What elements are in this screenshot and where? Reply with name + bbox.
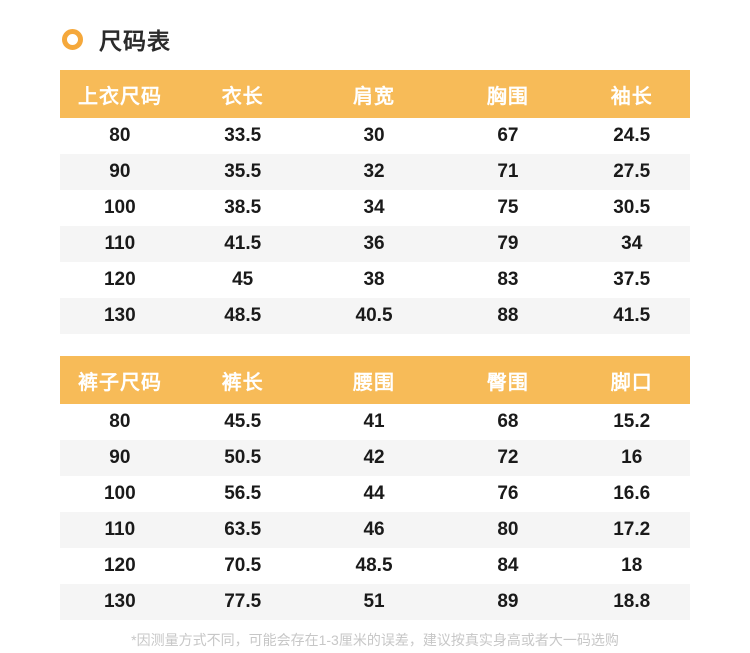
table-cell: 42: [363, 447, 385, 468]
column-header: 胸围: [442, 70, 574, 118]
table-cell: 41.5: [613, 305, 651, 326]
table-cell: 89: [497, 591, 519, 612]
table-row: 80 45.5 41 68 15.2: [60, 404, 690, 440]
table-cell: 48.5: [355, 555, 393, 576]
table-cell: 37.5: [613, 269, 651, 290]
table-cell: 34: [621, 233, 643, 254]
table-row: 120 70.5 48.5 84 18: [60, 548, 690, 584]
table-cell: 75: [497, 197, 519, 218]
column-header: 裤长: [179, 356, 306, 404]
table-cell: 80: [109, 411, 131, 432]
table-cell: 30: [363, 125, 385, 146]
table-cell: 130: [103, 305, 136, 326]
table-cell: 51: [363, 591, 385, 612]
table-cell: 120: [103, 555, 136, 576]
table-cell: 45.5: [224, 411, 262, 432]
table-cell: 15.2: [613, 411, 651, 432]
table-cell: 16: [621, 447, 643, 468]
table-cell: 17.2: [613, 519, 651, 540]
table-cell: 90: [109, 447, 131, 468]
table-cell: 56.5: [224, 483, 262, 504]
table-cell: 48.5: [224, 305, 262, 326]
table-cell: 71: [497, 161, 519, 182]
table-cell: 38: [363, 269, 385, 290]
section-header: 尺码表: [62, 26, 690, 54]
table-row: 90 35.5 32 71 27.5: [60, 154, 690, 190]
table-row: 130 77.5 51 89 18.8: [60, 584, 690, 620]
table-cell: 38.5: [224, 197, 262, 218]
table-cell: 90: [109, 161, 131, 182]
table-cell: 88: [497, 305, 519, 326]
table-cell: 41.5: [224, 233, 262, 254]
column-header: 脚口: [573, 356, 690, 404]
table-cell: 110: [104, 233, 136, 254]
column-header: 肩宽: [305, 70, 443, 118]
table-cell: 63.5: [224, 519, 262, 540]
column-header: 上衣尺码: [60, 70, 180, 118]
table-cell: 41: [363, 411, 385, 432]
table-cell: 24.5: [613, 125, 651, 146]
column-header: 腰围: [305, 356, 443, 404]
table-cell: 79: [497, 233, 519, 254]
table-row: 110 63.5 46 80 17.2: [60, 512, 690, 548]
table-cell: 35.5: [224, 161, 262, 182]
table-cell: 46: [363, 519, 385, 540]
table-cell: 18.8: [613, 591, 651, 612]
table-cell: 84: [497, 555, 519, 576]
table-cell: 27.5: [613, 161, 651, 182]
table-cell: 80: [497, 519, 519, 540]
header-row: 上衣尺码 衣长 肩宽 胸围 袖长: [60, 70, 690, 118]
table-row: 90 50.5 42 72 16: [60, 440, 690, 476]
table-cell: 77.5: [224, 591, 262, 612]
table-cell: 100: [103, 197, 136, 218]
table-cell: 50.5: [224, 447, 262, 468]
table-row: 80 33.5 30 67 24.5: [60, 118, 690, 154]
table-cell: 45: [232, 269, 254, 290]
table-cell: 80: [109, 125, 131, 146]
table-cell: 76: [497, 483, 519, 504]
table-cell: 100: [103, 483, 136, 504]
header-row: 裤子尺码 裤长 腰围 臀围 脚口: [60, 356, 690, 404]
table-cell: 32: [363, 161, 385, 182]
column-header: 臀围: [442, 356, 574, 404]
table-cell: 67: [497, 125, 519, 146]
table-cell: 34: [363, 197, 385, 218]
table-cell: 33.5: [224, 125, 262, 146]
table-cell: 40.5: [355, 305, 393, 326]
table-cell: 44: [363, 483, 385, 504]
section-bullet-icon: [62, 28, 83, 50]
column-header: 裤子尺码: [60, 356, 180, 404]
table-cell: 72: [497, 447, 519, 468]
measurement-disclaimer: *因测量方式不同，可能会存在1-3厘米的误差，建议按真实身高或者大一码选购: [131, 632, 619, 648]
table-row: 130 48.5 40.5 88 41.5: [60, 298, 690, 334]
table-cell: 18: [621, 555, 643, 576]
table-row: 120 45 38 83 37.5: [60, 262, 690, 298]
column-header: 衣长: [179, 70, 306, 118]
table-row: 100 38.5 34 75 30.5: [60, 190, 690, 226]
tops-size-table: 上衣尺码 衣长 肩宽 胸围 袖长 80 33.5 30 67 24.5 90 35.5 32 71 27.5…: [60, 70, 690, 334]
page-title: 尺码表: [99, 28, 171, 54]
column-header: 袖长: [573, 70, 690, 118]
table-cell: 110: [104, 519, 136, 540]
table-cell: 130: [103, 591, 136, 612]
table-row: 100 56.5 44 76 16.6: [60, 476, 690, 512]
table-cell: 16.6: [613, 483, 651, 504]
table-cell: 120: [103, 269, 136, 290]
pants-size-table: 裤子尺码 裤长 腰围 臀围 脚口 80 45.5 41 68 15.2 90 50.5 42 72 16 10…: [60, 356, 690, 620]
table-cell: 70.5: [224, 555, 262, 576]
table-cell: 36: [363, 233, 385, 254]
table-cell: 68: [497, 411, 519, 432]
table-row: 110 41.5 36 79 34: [60, 226, 690, 262]
table-cell: 30.5: [613, 197, 651, 218]
table-cell: 83: [497, 269, 519, 290]
